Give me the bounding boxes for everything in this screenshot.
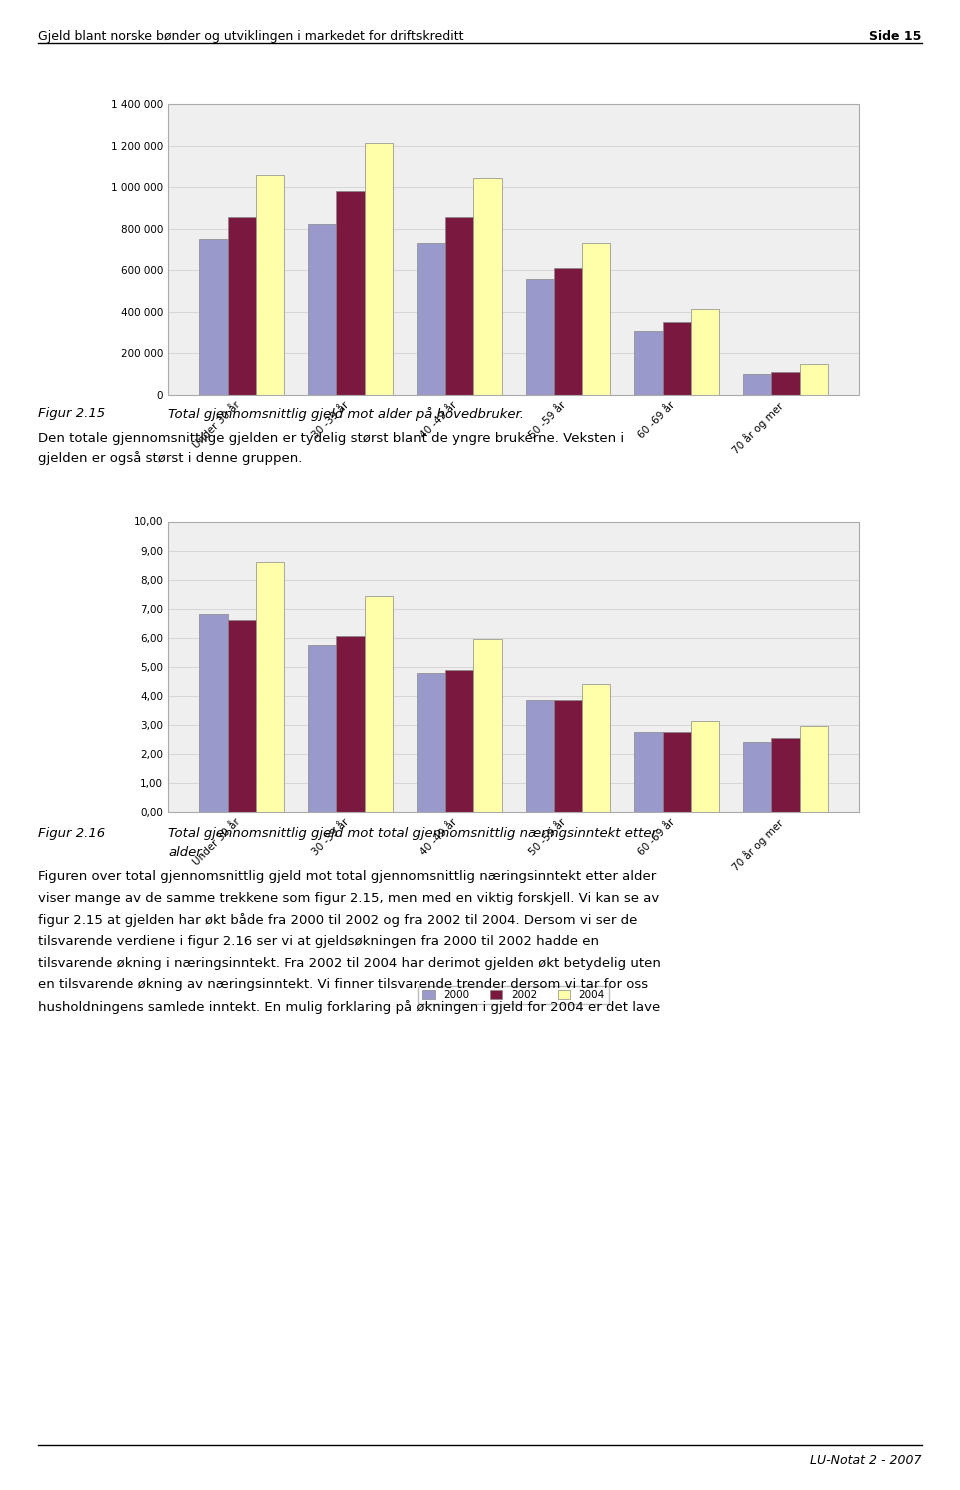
Legend: 2000, 2002, 2004: 2000, 2002, 2004: [418, 986, 610, 1004]
Text: Gjeld blant norske bønder og utviklingen i markedet for driftskreditt: Gjeld blant norske bønder og utviklingen…: [38, 30, 464, 43]
Bar: [200, 240, 228, 395]
Bar: [691, 721, 719, 812]
Bar: [473, 177, 502, 395]
Bar: [445, 669, 473, 812]
Bar: [771, 738, 800, 812]
Text: Total gjennomsnittlig gjeld mot total gjennomsnittlig næringsinntekt etter: Total gjennomsnittlig gjeld mot total gj…: [168, 827, 657, 840]
Text: tilsvarende økning i næringsinntekt. Fra 2002 til 2004 har derimot gjelden økt b: tilsvarende økning i næringsinntekt. Fra…: [38, 957, 661, 970]
Bar: [308, 224, 336, 395]
Bar: [800, 726, 828, 812]
Text: husholdningens samlede inntekt. En mulig forklaring på økningen i gjeld for 2004: husholdningens samlede inntekt. En mulig…: [38, 1000, 660, 1013]
Bar: [200, 614, 228, 812]
Bar: [771, 372, 800, 395]
Bar: [554, 700, 582, 812]
Bar: [662, 322, 691, 395]
Bar: [417, 243, 445, 395]
Bar: [582, 243, 611, 395]
Text: en tilsvarende økning av næringsinntekt. Vi finner tilsvarende trender dersom vi: en tilsvarende økning av næringsinntekt.…: [38, 979, 649, 991]
Bar: [554, 268, 582, 395]
Bar: [336, 636, 365, 812]
Bar: [228, 620, 256, 812]
Text: LU-Notat 2 - 2007: LU-Notat 2 - 2007: [810, 1454, 922, 1468]
Text: viser mange av de samme trekkene som figur 2.15, men med en viktig forskjell. Vi: viser mange av de samme trekkene som fig…: [38, 891, 660, 904]
Bar: [582, 684, 611, 812]
Text: Figuren over total gjennomsnittlig gjeld mot total gjennomsnittlig næringsinntek: Figuren over total gjennomsnittlig gjeld…: [38, 870, 657, 884]
Bar: [168, 522, 859, 812]
Bar: [800, 364, 828, 395]
Bar: [635, 331, 662, 395]
Bar: [635, 732, 662, 812]
Text: tilsvarende verdiene i figur 2.16 ser vi at gjeldsøkningen fra 2000 til 2002 had: tilsvarende verdiene i figur 2.16 ser vi…: [38, 936, 599, 948]
Text: alder.: alder.: [168, 846, 204, 860]
Bar: [525, 279, 554, 395]
Text: Figur 2.16: Figur 2.16: [38, 827, 106, 840]
Bar: [473, 639, 502, 812]
Legend: 2000, 2002, 2004: 2000, 2002, 2004: [418, 569, 610, 587]
Bar: [308, 645, 336, 812]
Text: Figur 2.15: Figur 2.15: [38, 407, 106, 420]
Text: Total gjennomsnittlig gjeld mot alder på hovedbruker.: Total gjennomsnittlig gjeld mot alder på…: [168, 407, 524, 420]
Bar: [256, 174, 284, 395]
Text: Side 15: Side 15: [869, 30, 922, 43]
Bar: [336, 192, 365, 395]
Bar: [256, 562, 284, 812]
Bar: [743, 374, 771, 395]
Text: gjelden er også størst i denne gruppen.: gjelden er også størst i denne gruppen.: [38, 451, 302, 465]
Bar: [525, 700, 554, 812]
Bar: [743, 742, 771, 812]
Bar: [365, 596, 393, 812]
Bar: [445, 218, 473, 395]
Bar: [168, 104, 859, 395]
Bar: [228, 218, 256, 395]
Bar: [662, 732, 691, 812]
Text: Den totale gjennomsnittlige gjelden er tydelig størst blant de yngre brukerne. V: Den totale gjennomsnittlige gjelden er t…: [38, 432, 625, 446]
Text: figur 2.15 at gjelden har økt både fra 2000 til 2002 og fra 2002 til 2004. Derso: figur 2.15 at gjelden har økt både fra 2…: [38, 913, 637, 927]
Bar: [691, 308, 719, 395]
Bar: [417, 672, 445, 812]
Bar: [365, 143, 393, 395]
